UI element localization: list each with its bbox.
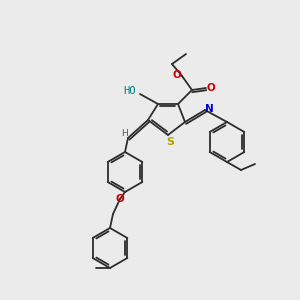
Text: O: O [207, 83, 215, 93]
Text: S: S [166, 137, 174, 147]
Text: N: N [205, 104, 213, 114]
Text: O: O [172, 70, 182, 80]
Text: H: H [121, 128, 128, 137]
Text: HO: HO [124, 86, 136, 96]
Text: O: O [116, 194, 124, 204]
